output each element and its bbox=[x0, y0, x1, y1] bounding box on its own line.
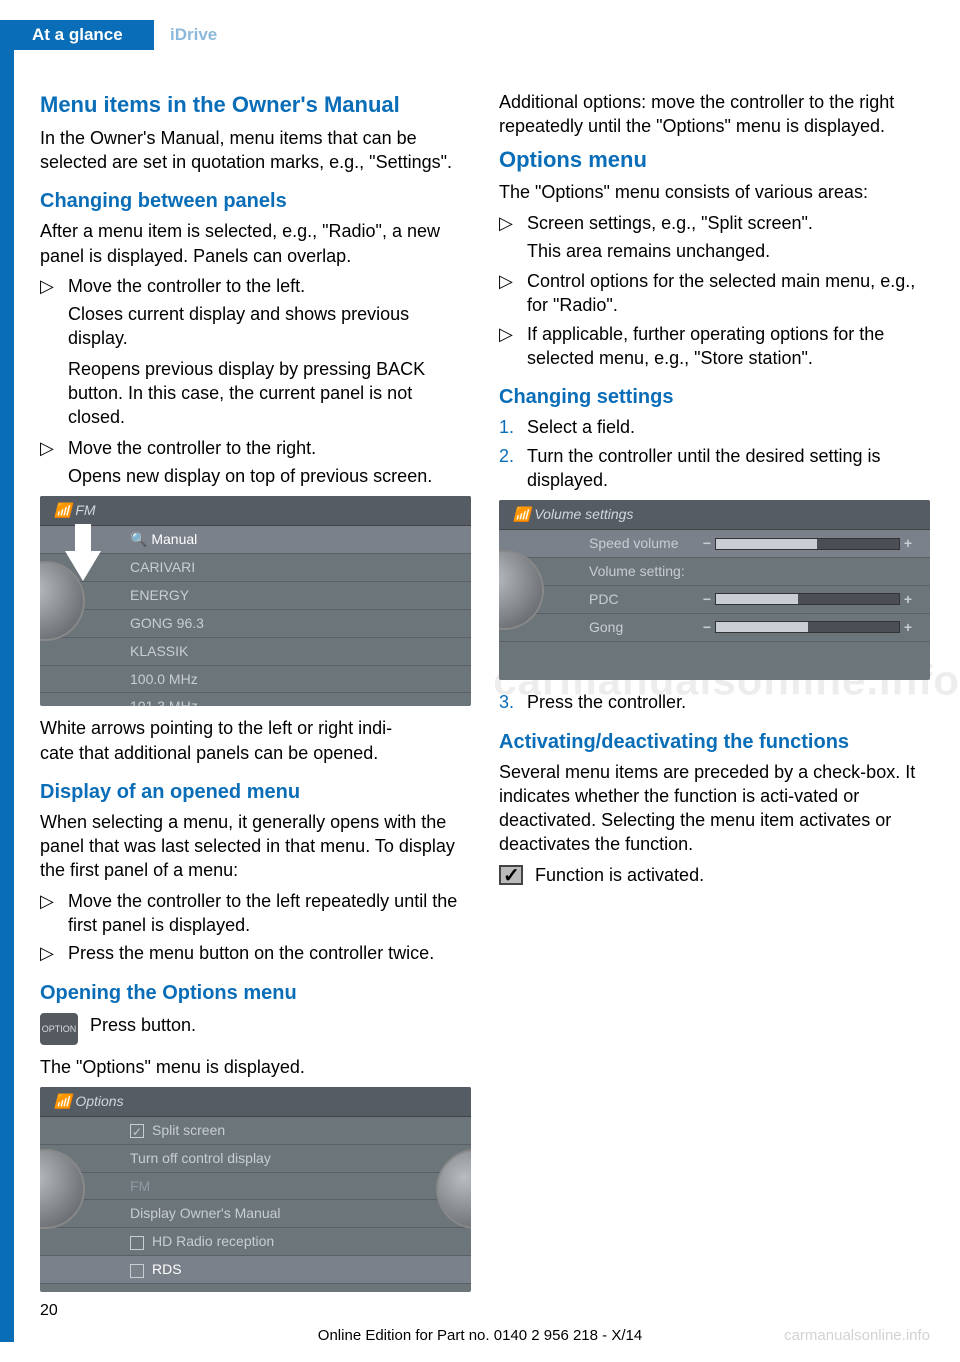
bullet-marker: ▷ bbox=[40, 436, 68, 460]
bullet-marker: ▷ bbox=[499, 211, 527, 235]
arrow-icon bbox=[75, 524, 91, 554]
bullet-text: Press the menu button on the controller … bbox=[68, 941, 471, 965]
para: In the Owner's Manual, menu items that c… bbox=[40, 126, 471, 175]
bullet-text: Move the controller to the left repeated… bbox=[68, 889, 471, 938]
option-button-row: OPTION Press button. bbox=[40, 1013, 471, 1045]
num-marker: 3. bbox=[499, 690, 527, 714]
header-subsection: iDrive bbox=[170, 20, 217, 50]
check-row: Function is activated. bbox=[499, 863, 930, 887]
numbered-list: 1.Select a field. 2.Turn the controller … bbox=[499, 415, 930, 492]
figure-fm-screen: 📶 FM 🔍 Manual CARIVARI ENERGY GONG 96.3 … bbox=[40, 496, 471, 706]
figure-options-screen: 📶 Options Split screen Turn off control … bbox=[40, 1087, 471, 1292]
fig-vol-header: 📶 Volume settings bbox=[499, 500, 930, 530]
fig-row: Display Owner's Manual bbox=[40, 1200, 471, 1228]
bullet-list: ▷Screen settings, e.g., "Split screen". … bbox=[499, 211, 930, 371]
bullet-sub: Closes current display and shows previou… bbox=[68, 302, 471, 351]
bullet-text: Move the controller to the left. bbox=[68, 274, 471, 298]
fig-row: GONG 96.3 bbox=[40, 610, 471, 638]
para: The "Options" menu consists of various a… bbox=[499, 180, 930, 204]
fig-row: Turn off control display bbox=[40, 1145, 471, 1173]
bullet-marker: ▷ bbox=[499, 322, 527, 371]
bullet-marker: ▷ bbox=[499, 269, 527, 318]
bullet-text: Screen settings, e.g., "Split screen". bbox=[527, 211, 930, 235]
para: Several menu items are preceded by a che… bbox=[499, 760, 930, 857]
bullet-marker: ▷ bbox=[40, 941, 68, 965]
bullet-text: If applicable, further operating options… bbox=[527, 322, 930, 371]
slider-row: PDC − + bbox=[499, 586, 930, 614]
page-number: 20 bbox=[40, 1300, 58, 1322]
num-text: Turn the controller until the desired se… bbox=[527, 444, 930, 493]
option-button-icon: OPTION bbox=[40, 1013, 78, 1045]
heading-changing-settings: Changing settings bbox=[499, 384, 930, 411]
slider-row: Volume setting: bbox=[499, 558, 930, 586]
para: The "Options" menu is displayed. bbox=[40, 1055, 471, 1079]
fig-row: 100.0 MHz bbox=[40, 666, 471, 694]
checkbox-icon bbox=[130, 1124, 144, 1138]
bullet-list: ▷Move the controller to the left repeate… bbox=[40, 889, 471, 966]
num-marker: 2. bbox=[499, 444, 527, 493]
heading-options-menu: Options menu bbox=[499, 145, 930, 175]
fig-row: Radio bbox=[40, 1284, 471, 1292]
checkbox-icon bbox=[130, 1236, 144, 1250]
num-marker: 1. bbox=[499, 415, 527, 439]
fig-row: 101.3 MHz bbox=[40, 693, 471, 706]
fig-opt-header: 📶 Options bbox=[40, 1087, 471, 1117]
fig-row: ENERGY bbox=[40, 582, 471, 610]
press-button-text: Press button. bbox=[90, 1013, 471, 1037]
fig-row: KLASSIK bbox=[40, 638, 471, 666]
bullet-sub: Reopens previous display by pressing BAC… bbox=[68, 357, 471, 430]
bullet-list: ▷Move the controller to the left. Closes… bbox=[40, 274, 471, 488]
para: After a menu item is selected, e.g., "Ra… bbox=[40, 219, 471, 268]
header-section: At a glance bbox=[14, 20, 154, 50]
bullet-sub: This area remains unchanged. bbox=[527, 239, 930, 263]
para: Additional options: move the controller … bbox=[499, 90, 930, 139]
num-text: Select a field. bbox=[527, 415, 930, 439]
side-bar bbox=[0, 20, 14, 1342]
fig-row: RDS bbox=[40, 1256, 471, 1284]
figure-volume-screen: 📶 Volume settings Speed volume − + Volum… bbox=[499, 500, 930, 680]
heading-display-opened: Display of an opened menu bbox=[40, 779, 471, 806]
checkbox-icon bbox=[130, 1264, 144, 1278]
heading-opening-options: Opening the Options menu bbox=[40, 980, 471, 1007]
bullet-marker: ▷ bbox=[40, 889, 68, 938]
para: White arrows pointing to the left or rig… bbox=[40, 716, 471, 765]
bullet-text: Move the controller to the right. bbox=[68, 436, 471, 460]
para: When selecting a menu, it generally open… bbox=[40, 810, 471, 883]
function-activated-text: Function is activated. bbox=[535, 863, 704, 887]
heading-activating: Activating/deactivating the functions bbox=[499, 729, 930, 756]
fig-row: HD Radio reception bbox=[40, 1228, 471, 1256]
slider-row: Gong − + bbox=[499, 614, 930, 642]
fig-fm-header: 📶 FM bbox=[40, 496, 471, 526]
page-content: Menu items in the Owner's Manual In the … bbox=[40, 90, 930, 1302]
checkmark-icon bbox=[499, 865, 523, 885]
heading-menu-items: Menu items in the Owner's Manual bbox=[40, 90, 471, 120]
fig-row: CARIVARI bbox=[40, 554, 471, 582]
bullet-sub: Opens new display on top of previous scr… bbox=[68, 464, 471, 488]
slider-row: Speed volume − + bbox=[499, 530, 930, 558]
fig-row: 🔍 Manual bbox=[40, 526, 471, 554]
bullet-marker: ▷ bbox=[40, 274, 68, 298]
num-text: Press the controller. bbox=[527, 690, 930, 714]
footer-overlay: carmanualsonline.info bbox=[784, 1326, 930, 1346]
heading-changing-panels: Changing between panels bbox=[40, 188, 471, 215]
numbered-list: 3.Press the controller. bbox=[499, 690, 930, 714]
fig-row: FM bbox=[40, 1173, 471, 1201]
bullet-text: Control options for the selected main me… bbox=[527, 269, 930, 318]
fig-row: Split screen bbox=[40, 1117, 471, 1145]
